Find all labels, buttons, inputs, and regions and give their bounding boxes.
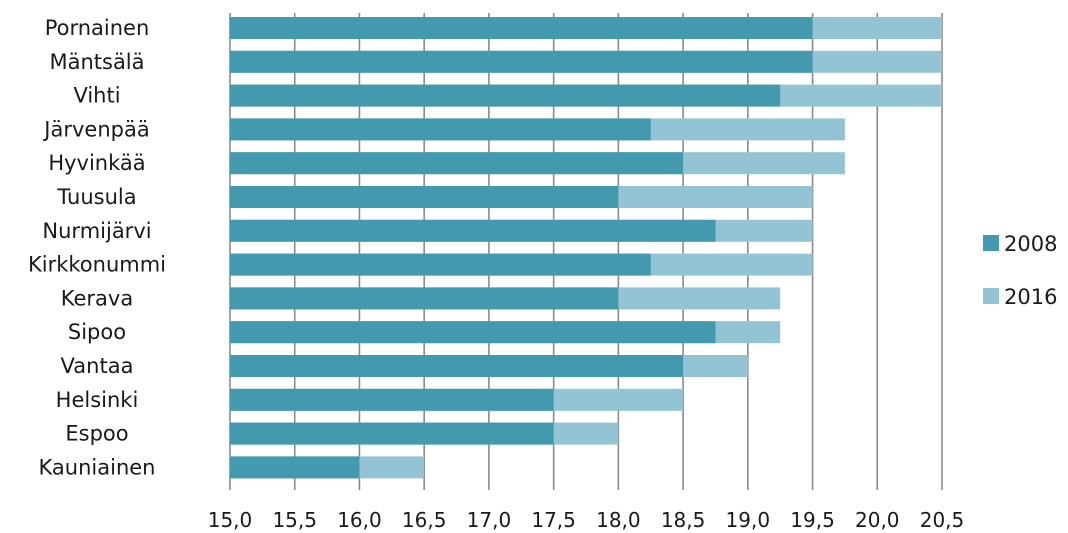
category-label: Hyvinkää	[48, 151, 145, 175]
bars	[230, 17, 942, 479]
x-tick-label: 18,5	[661, 508, 706, 532]
gridlines	[229, 13, 943, 490]
x-tick-label: 18,0	[596, 508, 641, 532]
bar-2008	[230, 422, 554, 445]
x-tick-label: 20,5	[920, 508, 965, 532]
x-axis-tick-labels: 15,0 15,5 16,0 16,5 17,0 17,5 18,0 18,5 19,0 19,5…	[208, 508, 965, 532]
legend-label: 2016	[1004, 285, 1057, 309]
category-label: Sipoo	[68, 320, 126, 344]
legend: 2008 2016	[983, 232, 1057, 309]
x-tick-label: 17,0	[467, 508, 512, 532]
legend-swatch-2008	[983, 235, 999, 251]
category-label: Mäntsälä	[49, 50, 144, 74]
category-label: Espoo	[65, 422, 128, 446]
x-tick-label: 19,5	[790, 508, 835, 532]
x-tick-label: 17,5	[531, 508, 576, 532]
category-label: Vantaa	[61, 354, 134, 378]
x-tick-label: 16,0	[337, 508, 382, 532]
bar-2008	[230, 287, 619, 310]
x-tick-label: 15,5	[272, 508, 317, 532]
category-label: Järvenpää	[42, 117, 149, 141]
x-tick-label: 15,0	[208, 508, 253, 532]
x-tick-label: 16,5	[402, 508, 447, 532]
bar-2008	[230, 152, 684, 175]
bar-2008	[230, 321, 716, 344]
x-tick-label: 20,0	[855, 508, 900, 532]
category-label: Kirkkonummi	[28, 253, 166, 277]
category-label: Pornainen	[45, 16, 150, 40]
bar-2008	[230, 17, 813, 39]
bar-2008	[230, 50, 813, 73]
bar-2008	[230, 456, 360, 479]
category-label: Kerava	[61, 286, 133, 310]
category-labels: Pornainen Mäntsälä Vihti Järvenpää Hyvinkää T…	[28, 16, 166, 479]
legend-swatch-2016	[983, 288, 999, 304]
bar-2008	[230, 388, 554, 411]
category-label: Kauniainen	[39, 455, 156, 479]
bar-2008	[230, 219, 716, 242]
category-label: Nurmijärvi	[42, 219, 151, 243]
bar-2008	[230, 118, 651, 141]
bar-2008	[230, 355, 684, 377]
legend-label: 2008	[1004, 232, 1057, 256]
bar-2008	[230, 84, 781, 107]
bar-2008	[230, 186, 619, 208]
bar-2008	[230, 253, 651, 276]
x-tick-label: 19,0	[726, 508, 771, 532]
category-label: Vihti	[73, 84, 120, 108]
category-label: Tuusula	[56, 185, 136, 209]
category-label: Helsinki	[56, 388, 139, 412]
